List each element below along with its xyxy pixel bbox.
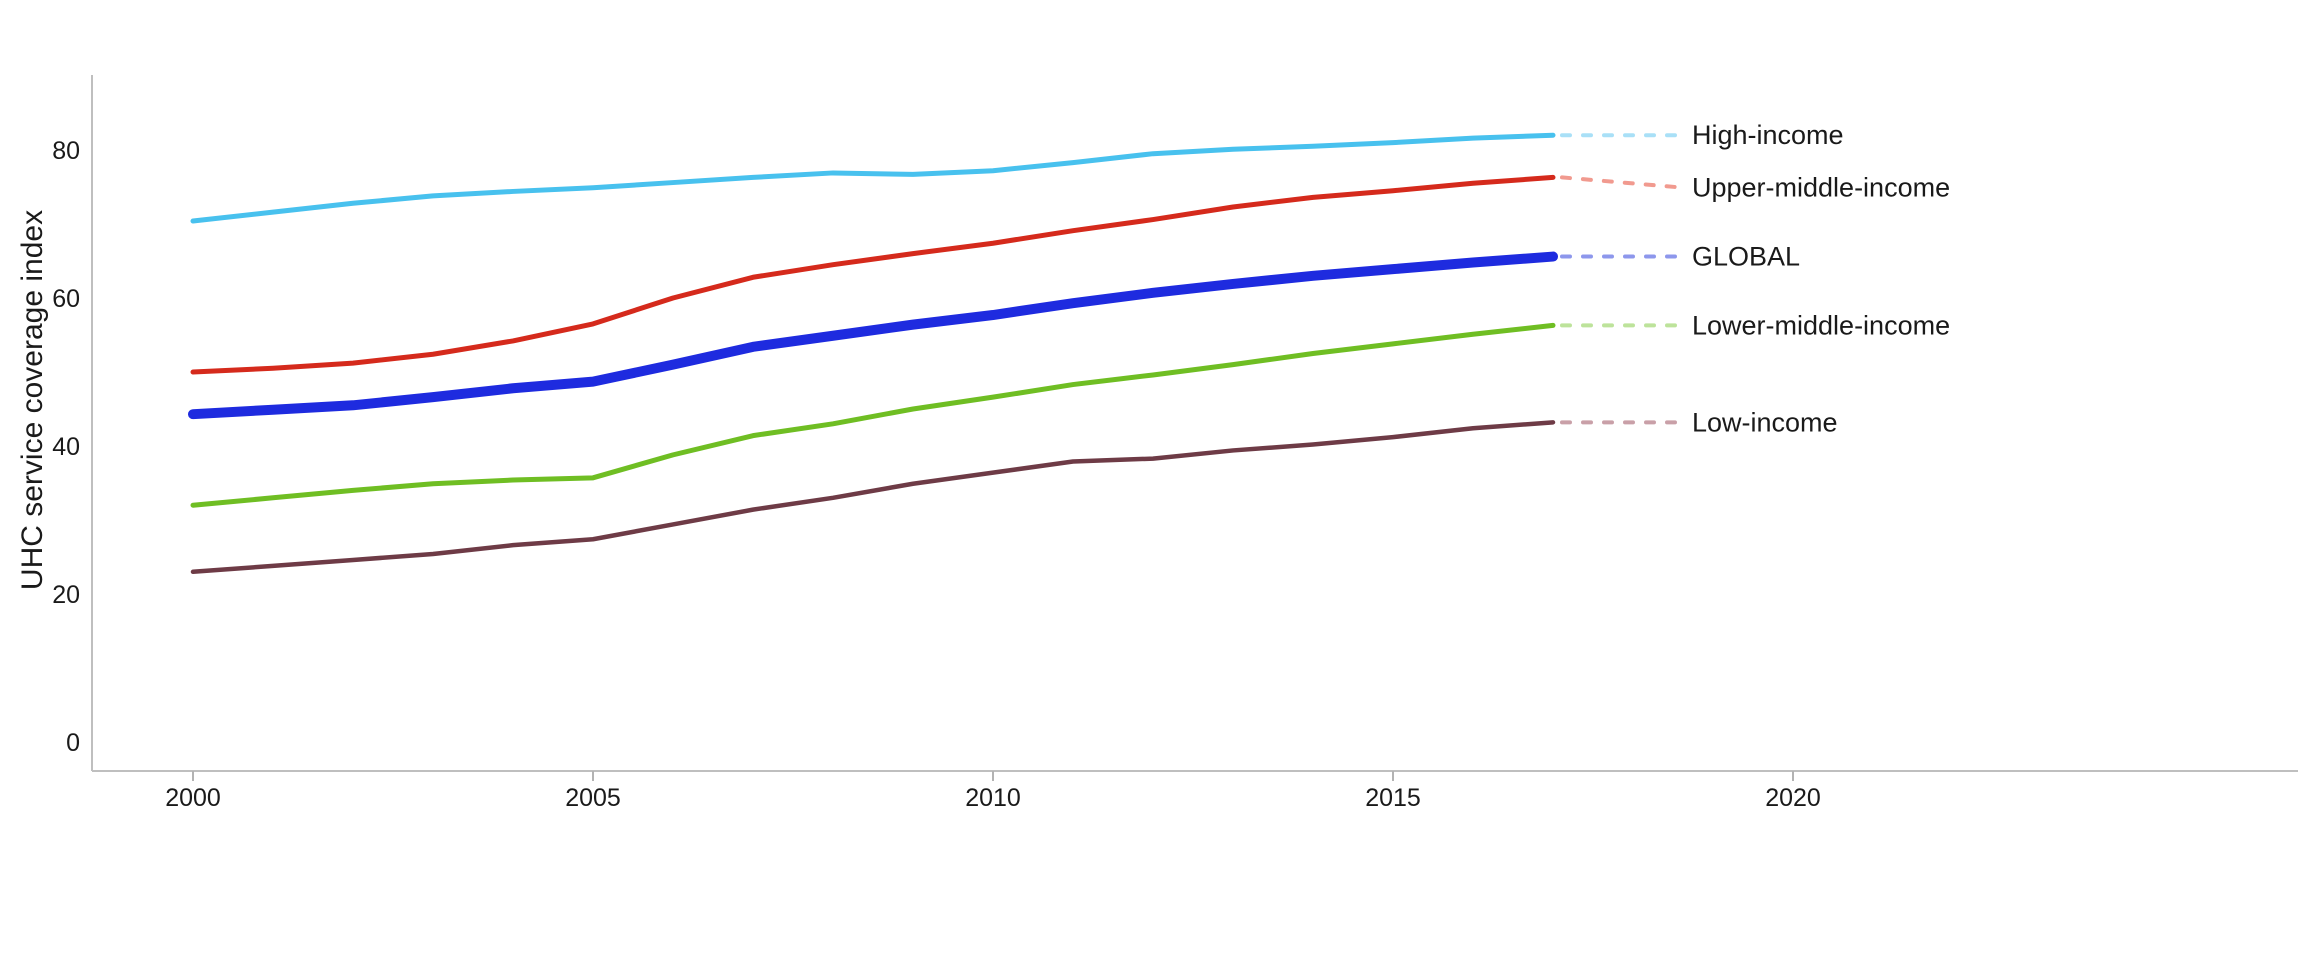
line-global [188,251,1558,420]
x-tick-label-2005: 2005 [565,784,621,812]
x-tick-label-2015: 2015 [1365,784,1421,812]
line-low-income [190,420,1556,575]
x-tick-label-2010: 2010 [965,784,1021,812]
y-tick-label-60: 60 [52,285,80,313]
series-label-low-income: Low-income [1692,407,1838,437]
line-lower-middle-income [190,322,1556,508]
y-tick-label-20: 20 [52,581,80,609]
series-label-global: GLOBAL [1692,242,1800,272]
line-high-income [190,132,1556,224]
series-end-labels: High-income Upper-middle-income GLOBAL Lowe… [1692,120,1950,437]
line-upper-middle-income [190,174,1556,375]
y-tick-label-80: 80 [52,137,80,165]
series-lines [188,132,1558,575]
leader-line-upper-middle-income [1560,175,1686,190]
series-label-lower-middle-income: Lower-middle-income [1692,310,1950,340]
x-tick-label-2000: 2000 [165,784,221,812]
y-axis-title: UHC service coverage index [16,210,49,590]
x-axis-ticks: 2000 2005 2010 2015 2020 [165,771,1821,812]
y-axis-ticks: 0 20 40 60 80 [52,137,80,757]
series-leader-lines [1560,133,1686,425]
y-tick-label-40: 40 [52,433,80,461]
series-label-upper-middle-income: Upper-middle-income [1692,173,1950,203]
series-label-high-income: High-income [1692,120,1844,150]
x-tick-label-2020: 2020 [1765,784,1821,812]
y-tick-label-0: 0 [66,729,80,757]
